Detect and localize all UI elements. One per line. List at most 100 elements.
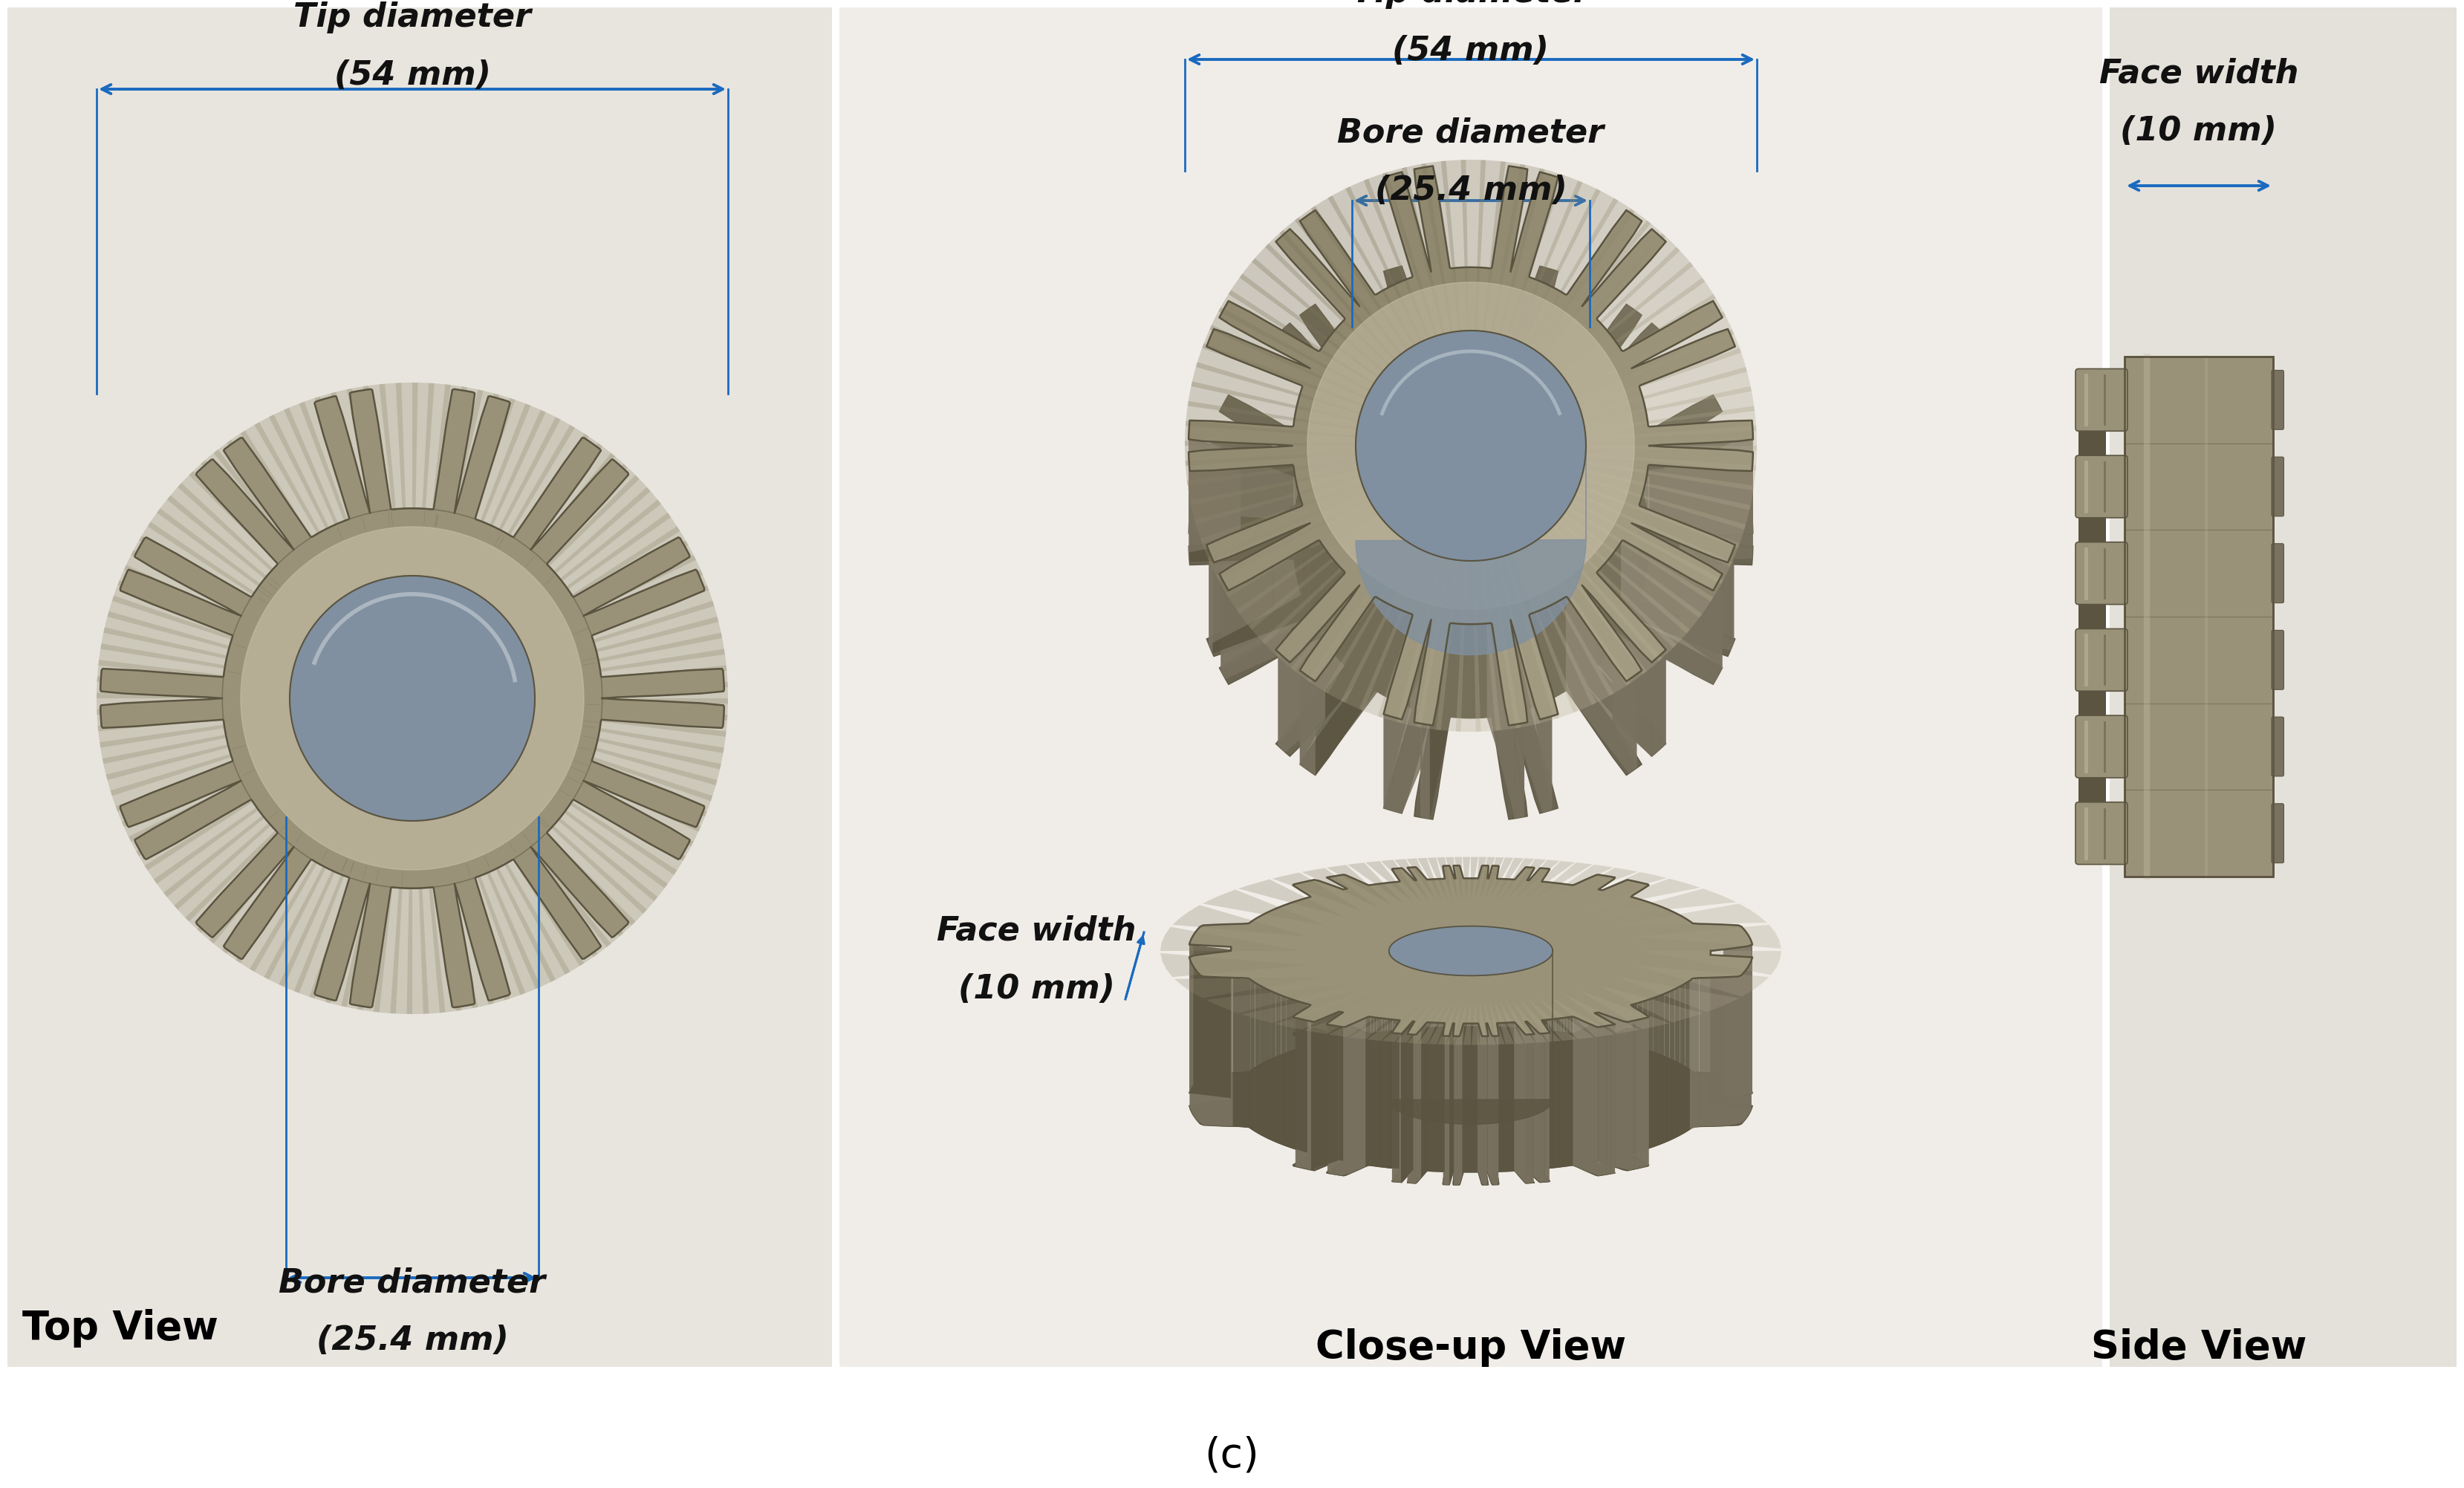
Polygon shape [411,698,599,966]
Polygon shape [411,443,616,698]
Polygon shape [411,426,589,698]
FancyBboxPatch shape [2272,543,2284,603]
Polygon shape [1188,448,1239,552]
Polygon shape [1550,868,1639,906]
Polygon shape [1340,567,1345,667]
Polygon shape [1429,1001,1451,1045]
Polygon shape [1414,1030,1422,1183]
Polygon shape [1525,1022,1530,1174]
Polygon shape [1190,866,1752,1036]
Polygon shape [1338,1027,1343,1176]
Polygon shape [1456,446,1481,732]
Polygon shape [1471,446,1560,725]
Polygon shape [411,464,638,698]
Polygon shape [1513,1000,1547,1043]
Polygon shape [1653,995,1658,1147]
Polygon shape [411,393,515,698]
Polygon shape [411,433,601,698]
Polygon shape [1355,446,1587,655]
Polygon shape [1471,446,1577,719]
Polygon shape [1685,981,1690,1132]
Polygon shape [1202,324,1471,446]
Polygon shape [1471,446,1712,618]
Polygon shape [1207,446,1471,580]
Polygon shape [1614,1018,1629,1170]
Polygon shape [1515,723,1525,818]
Polygon shape [1202,890,1326,926]
FancyBboxPatch shape [2272,457,2284,516]
Polygon shape [1533,610,1540,707]
Polygon shape [1271,991,1276,1141]
Polygon shape [1200,446,1471,562]
Polygon shape [227,430,411,698]
Polygon shape [411,698,611,957]
Polygon shape [411,698,707,832]
Polygon shape [1360,446,1471,717]
FancyBboxPatch shape [2075,369,2126,432]
Polygon shape [1335,562,1340,662]
Polygon shape [1471,168,1565,446]
Polygon shape [1712,582,1717,684]
Polygon shape [1501,1001,1525,1045]
Polygon shape [1510,619,1525,817]
Polygon shape [1281,995,1286,1146]
Polygon shape [298,396,411,698]
Polygon shape [1387,1019,1390,1168]
Polygon shape [1264,988,1271,1140]
Polygon shape [1540,609,1545,705]
Polygon shape [1471,247,1693,446]
Polygon shape [1471,446,1690,647]
Polygon shape [389,698,411,1013]
Polygon shape [1666,439,1752,539]
Polygon shape [1538,998,1594,1039]
Polygon shape [1254,982,1259,1134]
Polygon shape [1276,992,1281,1144]
Polygon shape [190,460,411,698]
Polygon shape [145,698,411,884]
Polygon shape [411,452,628,698]
Polygon shape [411,698,727,753]
Polygon shape [1658,650,1666,750]
Polygon shape [1294,205,1471,446]
Polygon shape [411,540,695,698]
Polygon shape [357,698,411,1012]
Polygon shape [148,509,411,698]
Polygon shape [1471,446,1757,470]
Polygon shape [411,616,722,698]
Polygon shape [1274,994,1380,1030]
Polygon shape [1350,1018,1365,1173]
Polygon shape [1271,872,1363,912]
Polygon shape [1326,549,1328,647]
Polygon shape [99,698,411,747]
Polygon shape [379,382,411,698]
Polygon shape [1471,446,1597,713]
Polygon shape [1397,446,1471,728]
Polygon shape [283,402,411,698]
Bar [2080,687,2107,719]
Polygon shape [411,698,461,1013]
Bar [2080,601,2107,632]
Polygon shape [1195,344,1471,446]
Polygon shape [1355,330,1587,561]
Polygon shape [1513,860,1560,902]
Polygon shape [1429,623,1451,818]
Polygon shape [1345,179,1471,446]
Text: (25.4 mm): (25.4 mm) [1375,174,1567,207]
Polygon shape [325,698,411,1007]
Text: (54 mm): (54 mm) [335,60,490,92]
Polygon shape [1636,1009,1648,1165]
Polygon shape [411,570,710,698]
Polygon shape [411,698,569,982]
Polygon shape [411,698,540,995]
Polygon shape [264,698,411,987]
Polygon shape [1471,446,1732,585]
Polygon shape [99,698,411,763]
Polygon shape [1239,879,1343,917]
Polygon shape [1377,1018,1380,1167]
Polygon shape [1188,381,1471,446]
Polygon shape [1587,1022,1599,1176]
Polygon shape [1671,990,1676,1140]
Polygon shape [1392,1024,1397,1181]
Polygon shape [1648,467,1680,564]
Polygon shape [237,698,411,972]
